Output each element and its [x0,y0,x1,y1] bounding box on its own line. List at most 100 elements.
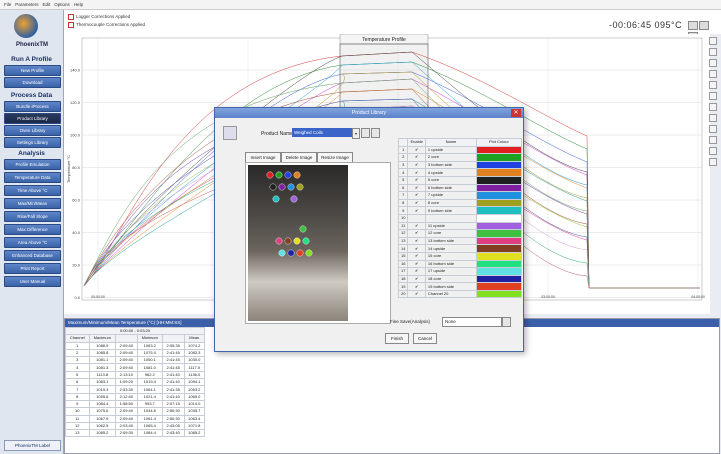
channel-name[interactable]: 6 bottom side [424,183,477,193]
probe-marker[interactable] [278,183,286,191]
probe-marker[interactable] [305,249,313,257]
product-name-select[interactable]: Weighed Coils [292,128,354,137]
plot-colour-swatch[interactable] [475,206,522,215]
sidebar-button[interactable]: Print Report [4,263,61,274]
probe-marker[interactable] [284,237,292,245]
channel-row[interactable]: 20 ✔ Channel 20 [397,289,522,299]
channel-row[interactable]: 14 ✔ 14 upside [397,244,522,253]
plot-colour-swatch[interactable] [475,198,522,208]
checkbox-icon[interactable] [68,14,74,20]
library-icon[interactable] [223,126,237,140]
view-icon[interactable] [699,21,709,30]
phoenixtm-label-button[interactable]: PhoenixTM Label [4,440,61,451]
menu-item[interactable]: Help [73,2,84,7]
channel-row[interactable]: 11 ✔ 11 upside [397,221,522,231]
plot-colour-swatch[interactable] [475,289,522,299]
enable-checkbox[interactable]: ✔ [407,251,426,261]
probe-marker[interactable] [293,171,301,179]
plot-colour-swatch[interactable] [475,168,522,177]
probe-marker[interactable] [272,195,280,203]
channel-row[interactable]: 13 ✔ 13 bottom side [397,236,522,246]
plot-colour-swatch[interactable] [475,244,522,253]
save-icon[interactable] [361,128,370,138]
probe-marker[interactable] [266,171,274,179]
channel-row[interactable]: 7 ✔ 7 upside [397,191,522,200]
probe-marker[interactable] [299,225,307,233]
sidebar-button[interactable]: Product Library [4,113,61,124]
channel-name[interactable]: 1 upside [424,145,477,155]
enable-checkbox[interactable]: ✔ [407,244,426,253]
channel-name[interactable]: 5 core [424,175,477,185]
enable-checkbox[interactable]: ✔ [407,274,426,284]
channel-name[interactable]: 16 bottom side [424,259,477,269]
probe-marker[interactable] [302,237,310,245]
table-row[interactable]: 13 1085.2 2:09:30 1084.4 2:43:40 1085.2 [65,429,206,438]
plot-colour-swatch[interactable] [475,145,522,155]
plot-colour-swatch[interactable] [475,160,522,170]
channel-name[interactable]: 18 core [424,274,477,284]
fine-save-select[interactable]: None [442,317,502,327]
tool-icon[interactable] [709,48,717,56]
channel-row[interactable]: 18 ✔ 18 core [397,274,522,284]
channel-row[interactable]: 9 ✔ 9 bottom side [397,206,522,215]
tool-icon[interactable] [709,70,717,78]
sidebar-button[interactable]: Download [4,77,61,88]
tool-icon[interactable] [709,92,717,100]
plot-colour-swatch[interactable] [475,229,522,238]
channel-name[interactable]: 7 upside [424,191,477,200]
enable-checkbox[interactable]: ✔ [407,145,426,155]
channel-row[interactable]: 15 ✔ 15 core [397,251,522,261]
table-row[interactable]: 7 1019.3 2:53:30 1064.1 2:41:35 1053.2 [65,385,206,394]
enable-checkbox[interactable]: ✔ [407,267,426,276]
enable-checkbox[interactable] [407,213,426,223]
channel-name[interactable]: 19 bottom side [424,282,477,291]
probe-marker[interactable] [275,237,283,245]
sidebar-button[interactable]: Enhanced Database [4,250,61,261]
tool-icon[interactable] [709,103,717,111]
channel-name[interactable]: 8 core [424,198,477,208]
channel-row[interactable]: 1 ✔ 1 upside [397,145,522,155]
menu-item[interactable]: File [4,2,12,7]
table-row[interactable]: 9 1084.4 1:58:50 953.7 2:07:15 1014.0 [65,399,206,409]
probe-marker[interactable] [287,183,295,191]
tool-icon[interactable] [709,125,717,133]
channel-name[interactable]: 12 core [424,229,477,238]
channel-name[interactable]: 11 upside [424,221,477,231]
plot-colour-swatch[interactable] [475,175,522,185]
table-row[interactable]: 1 1086.9 2:09:40 1063.2 2:05:35 1074.2 [65,341,206,350]
plot-colour-swatch[interactable] [475,251,522,261]
table-row[interactable]: 5 1113.8 2:13:10 962.2 2:41:40 1136.0 [65,370,206,380]
table-row[interactable]: 10 1075.6 2:09:40 1044.6 2:50:30 1035.7 [65,407,206,416]
plot-colour-swatch[interactable] [475,267,522,276]
plot-colour-swatch[interactable] [475,183,522,193]
image-area[interactable] [245,162,391,324]
sidebar-button[interactable]: Oven Library [4,125,61,136]
plot-colour-swatch[interactable] [475,191,522,200]
menu-item[interactable]: Edit [42,2,51,7]
channel-row[interactable]: 16 ✔ 16 bottom side [397,259,522,269]
channel-row[interactable]: 4 ✔ 4 upside [397,168,522,177]
plot-colour-swatch[interactable] [475,282,522,291]
table-row[interactable]: 4 1081.3 2:09:40 1081.0 2:41:45 1117.0 [65,363,206,372]
channel-row[interactable]: 2 ✔ 2 core [397,153,522,162]
channel-row[interactable]: 10 [397,213,522,223]
probe-marker[interactable] [275,171,283,179]
channel-row[interactable]: 3 ✔ 3 bottom side [397,160,522,170]
channel-name[interactable]: 9 bottom side [424,206,477,215]
checkbox-icon[interactable] [68,22,74,28]
table-row[interactable]: 8 1055.6 2:12:40 1021.4 2:41:40 1065.0 [65,392,206,401]
probe-marker[interactable] [284,171,292,179]
enable-checkbox[interactable]: ✔ [407,183,426,193]
probe-marker[interactable] [278,249,286,257]
plot-colour-swatch[interactable] [475,274,522,284]
chevron-down-icon[interactable]: ▾ [352,128,360,139]
plot-colour-swatch[interactable] [475,236,522,246]
plot-colour-swatch[interactable] [475,259,522,269]
close-icon[interactable]: ✕ [511,109,521,117]
tool-icon[interactable] [709,59,717,67]
probe-marker[interactable] [287,249,295,257]
probe-marker[interactable] [290,195,298,203]
sidebar-button[interactable]: Profile Emulation [4,159,61,170]
channel-row[interactable]: 6 ✔ 6 bottom side [397,183,522,193]
probe-marker[interactable] [293,237,301,245]
